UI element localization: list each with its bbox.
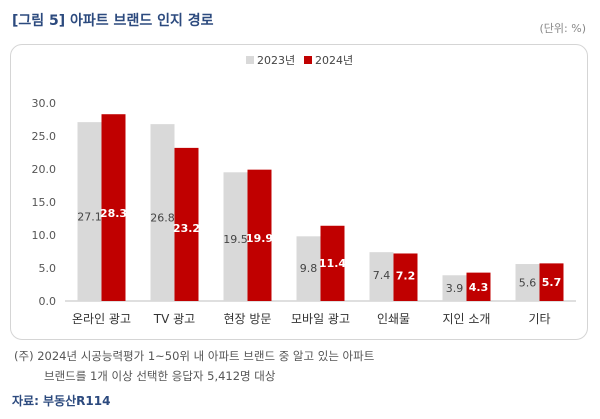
footnote-line-2: 브랜드를 1개 이상 선택한 응답자 5,412명 대상 bbox=[44, 369, 276, 383]
x-tick-label: 기타 bbox=[528, 312, 550, 326]
bar-chart: 0.0 5.0 10.0 15.0 20.0 25.0 30.0 2023년 2024년 27.1… bbox=[32, 54, 576, 326]
bar bbox=[247, 169, 272, 301]
bar bbox=[466, 272, 491, 301]
legend-label: 2024년 bbox=[315, 54, 353, 67]
data-label: 19.5 bbox=[223, 233, 248, 246]
x-tick-label: 인쇄물 bbox=[377, 312, 410, 326]
data-label: 23.2 bbox=[173, 222, 200, 235]
y-tick-label: 5.0 bbox=[39, 262, 57, 275]
bar bbox=[174, 147, 199, 301]
y-tick-label: 30.0 bbox=[32, 97, 57, 110]
data-label: 5.7 bbox=[542, 276, 562, 289]
bar bbox=[150, 124, 175, 302]
bar bbox=[515, 264, 540, 301]
legend-label: 2023년 bbox=[257, 54, 295, 67]
bar bbox=[442, 275, 467, 301]
data-label: 27.1 bbox=[77, 211, 102, 224]
x-tick-label: 현장 방문 bbox=[224, 312, 272, 326]
bar bbox=[296, 236, 321, 301]
y-tick-label: 10.0 bbox=[32, 229, 57, 242]
data-label: 7.2 bbox=[396, 270, 416, 283]
bar bbox=[77, 122, 102, 301]
bar bbox=[539, 263, 564, 301]
y-tick-label: 0.0 bbox=[39, 295, 57, 308]
data-label: 11.4 bbox=[319, 257, 346, 270]
source-label: 자료: 부동산R114 bbox=[12, 394, 111, 408]
y-tick-label: 15.0 bbox=[32, 196, 57, 209]
data-label: 9.8 bbox=[300, 262, 318, 275]
data-label: 19.9 bbox=[246, 232, 273, 245]
footnote-line-1: (주) 2024년 시공능력평가 1~50위 내 아파트 브랜드 중 알고 있는… bbox=[14, 349, 375, 363]
x-tick-label: TV 광고 bbox=[153, 312, 195, 326]
data-label: 5.6 bbox=[519, 277, 537, 290]
x-tick-label: 모바일 광고 bbox=[291, 312, 350, 326]
legend-swatch bbox=[304, 56, 312, 64]
data-label: 4.3 bbox=[469, 281, 489, 294]
bar bbox=[223, 172, 248, 301]
y-tick-label: 20.0 bbox=[32, 163, 57, 176]
bar bbox=[393, 253, 418, 301]
data-label: 26.8 bbox=[150, 211, 175, 224]
x-tick-label: 온라인 광고 bbox=[72, 312, 131, 326]
x-tick-label: 지인 소개 bbox=[443, 312, 491, 326]
y-tick-label: 25.0 bbox=[32, 130, 57, 143]
data-label: 7.4 bbox=[373, 269, 391, 282]
data-label: 28.3 bbox=[100, 207, 127, 220]
unit-label: (단위: %) bbox=[539, 22, 586, 35]
bar bbox=[320, 225, 345, 301]
bar bbox=[101, 114, 126, 301]
data-label: 3.9 bbox=[446, 282, 464, 295]
chart-title: [그림 5] 아파트 브랜드 인지 경로 bbox=[12, 13, 214, 29]
legend-swatch bbox=[246, 56, 254, 64]
bar bbox=[369, 252, 394, 301]
